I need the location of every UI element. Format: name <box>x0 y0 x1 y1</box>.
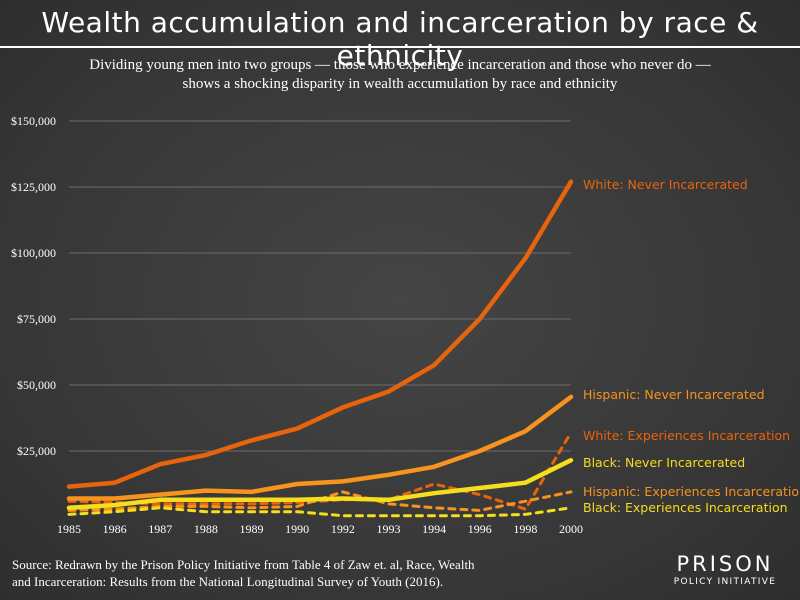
x-tick-label: 1986 <box>103 522 127 536</box>
title-divider <box>0 46 800 48</box>
chart-title: Wealth accumulation and incarceration by… <box>41 6 759 72</box>
y-axis-tick-labels: $25,000 $50,000 $75,000 $100,000 $125,000 $15… <box>11 114 56 458</box>
subtitle-line-2: shows a shocking disparity in wealth acc… <box>182 76 618 92</box>
grid-lines <box>69 120 571 452</box>
x-tick-label: 1996 <box>468 522 492 536</box>
x-axis-tick-labels: 1985 1986 1987 1988 1989 1990 1992 1993 1994 1996… <box>57 522 583 536</box>
x-tick-label: 1989 <box>240 522 264 536</box>
source-line-2: and Incarceration: Results from the Nati… <box>12 574 444 589</box>
y-tick-label: $100,000 <box>11 246 56 260</box>
series-label: Black: Experiences Incarceration <box>583 500 788 515</box>
series-lines <box>66 179 574 518</box>
x-tick-label: 1985 <box>57 522 81 536</box>
logo-wordmark-bottom: POLICY INITIATIVE <box>673 577 777 587</box>
x-tick-label: 1988 <box>194 522 218 536</box>
series-labels: White: Never Incarcerated Hispanic: Never… <box>583 177 800 515</box>
x-tick-label: 1998 <box>513 522 537 536</box>
series-label: White: Never Incarcerated <box>583 177 748 192</box>
x-tick-label: 1992 <box>331 522 355 536</box>
series-label: Hispanic: Experiences Incarceration <box>583 484 800 499</box>
logo-wordmark-top: PRISON <box>676 552 774 576</box>
source-line-1: Source: Redrawn by the Prison Policy Ini… <box>12 557 475 572</box>
x-tick-label: 1990 <box>285 522 309 536</box>
series-line-hispanic-never-incarcerated <box>66 394 574 501</box>
series-label: Hispanic: Never Incarcerated <box>583 387 765 402</box>
series-line-black-never-incarcerated <box>66 457 574 511</box>
x-tick-label: 2000 <box>559 522 583 536</box>
x-tick-label: 1993 <box>376 522 400 536</box>
y-tick-label: $25,000 <box>17 444 56 458</box>
series-label: White: Experiences Incarceration <box>583 428 790 443</box>
y-tick-label: $75,000 <box>17 312 56 326</box>
series-line-white-never-incarcerated <box>66 179 574 489</box>
y-tick-label: $50,000 <box>17 378 56 392</box>
chart-subtitle: Dividing young men into two groups — tho… <box>20 56 780 94</box>
subtitle-line-1: Dividing young men into two groups — tho… <box>89 57 711 73</box>
y-tick-label: $150,000 <box>11 114 56 128</box>
series-line-black-experiences-incarceration <box>67 506 573 518</box>
y-tick-label: $125,000 <box>11 180 56 194</box>
x-tick-label: 1987 <box>148 522 172 536</box>
series-label: Black: Never Incarcerated <box>583 455 745 470</box>
source-note: Source: Redrawn by the Prison Policy Ini… <box>12 556 572 590</box>
prison-policy-initiative-logo: PRISON POLICY INITIATIVE <box>662 552 788 588</box>
x-tick-label: 1994 <box>422 522 446 536</box>
